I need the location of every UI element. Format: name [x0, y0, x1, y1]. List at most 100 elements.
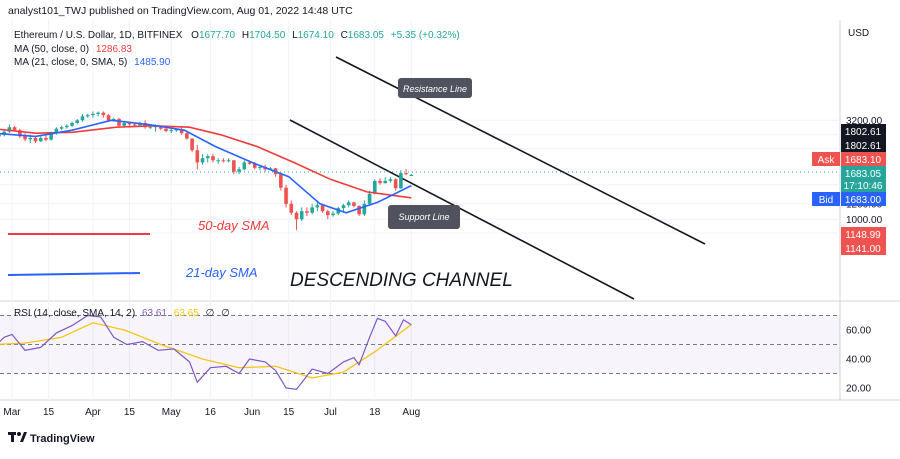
support-callout[interactable]: Support Line	[388, 205, 460, 229]
support-trendline[interactable]	[289, 119, 635, 300]
candle-body	[383, 180, 388, 184]
resistance-callout[interactable]: Resistance Line	[398, 78, 472, 98]
candle-body	[326, 211, 330, 216]
candle-body	[91, 113, 95, 116]
resistance-trendline[interactable]	[335, 56, 706, 245]
time-tick-label: Mar	[3, 407, 21, 418]
candle-body	[117, 118, 121, 126]
candle-body	[346, 202, 351, 206]
time-tick-label: 15	[43, 407, 55, 418]
candle-body	[7, 127, 12, 132]
ma21-legend-value: 1485.90	[134, 57, 171, 68]
bid-value-text: 1683.00	[845, 195, 882, 206]
candle-body	[70, 123, 74, 126]
candle-body	[331, 213, 335, 216]
ma50-legend[interactable]: MA (50, close, 0) 1286.83	[14, 44, 132, 55]
candle-body	[247, 162, 252, 164]
close-label: C	[341, 30, 348, 41]
candle-body	[388, 179, 393, 181]
ma21-legend-label: MA (21, close, 0, SMA, 5)	[14, 57, 127, 68]
tag-1802b: 1802.61	[841, 138, 886, 152]
bid-tag: Bid 1683.00	[812, 192, 886, 206]
candle-body	[404, 173, 408, 175]
last-price-box	[841, 166, 886, 192]
candle-body	[59, 127, 64, 129]
open-value: 1677.70	[199, 30, 236, 41]
time-tick-label: Aug	[402, 407, 420, 418]
open-label: O	[191, 30, 199, 41]
candle-body	[122, 123, 127, 126]
tag-1802b-text: 1802.61	[845, 141, 882, 152]
tradingview-logo[interactable]: TradingView	[8, 432, 95, 445]
tag-1802a-box	[841, 124, 886, 138]
logo-dot	[17, 432, 21, 436]
tag-1141: 1141.00	[841, 241, 886, 255]
candle-body	[132, 124, 137, 126]
ask-tag: Ask 1683.10	[812, 152, 886, 166]
candle-body	[85, 115, 90, 117]
countdown-text: 17:10:46	[844, 181, 883, 192]
price-tick-label: 3200.00	[846, 116, 883, 127]
resistance-callout-text: Resistance Line	[403, 84, 467, 94]
candle-body	[352, 202, 356, 206]
rsi-sma-line	[0, 322, 412, 379]
time-axis[interactable]: Mar 15 Apr 15 May 16 Jun 15 Jul 18 Aug	[3, 407, 420, 418]
candle-body	[127, 123, 132, 125]
channel-annotation: DESCENDING CHANNEL	[290, 270, 513, 291]
candle-body	[211, 156, 215, 161]
low-label: L	[292, 30, 298, 41]
time-tick-label: May	[162, 407, 181, 418]
bid-label-box	[812, 192, 840, 206]
tag-1148: 1148.99	[841, 227, 886, 241]
last-price-tag: 1683.05 17:10:46	[841, 166, 886, 192]
candle-body	[33, 137, 38, 142]
candle-body	[315, 205, 320, 208]
symbol-legend[interactable]: Ethereum / U.S. Dollar, 1D, BITFINEX O16…	[14, 30, 460, 41]
candle-body	[252, 163, 257, 168]
candle-body	[54, 128, 59, 134]
time-tick-label: 16	[205, 407, 217, 418]
rsi-legend-label: RSI (14, close, SMA, 14, 2)	[14, 308, 135, 319]
candle-body	[279, 174, 283, 188]
candle-body	[101, 112, 106, 116]
candle-body	[23, 136, 27, 140]
low-value: 1674.10	[298, 30, 335, 41]
sma21-annotation: 21-day SMA	[185, 265, 258, 280]
tag-1141-box	[841, 241, 886, 255]
logo-stem	[11, 432, 14, 442]
tag-1148-box	[841, 227, 886, 241]
rsi-tick-label: 20.00	[846, 384, 871, 395]
ma50-line	[0, 124, 412, 199]
time-tick-label: 18	[369, 407, 381, 418]
candle-body	[320, 205, 325, 212]
tag-1802a: 1802.61	[841, 124, 886, 138]
candle-body	[393, 179, 398, 189]
main-pane-background	[0, 20, 840, 300]
rsi-legend[interactable]: RSI (14, close, SMA, 14, 2) 63.61 63.65 …	[14, 308, 230, 319]
tradingview-brand: TradingView	[30, 433, 95, 445]
candle-body	[242, 162, 247, 170]
sma50-annotation: 50-day SMA	[198, 218, 270, 233]
candle-body	[216, 160, 220, 162]
candle-body	[232, 160, 236, 172]
ma21-line	[0, 119, 412, 214]
candle-body	[289, 203, 294, 213]
ma21-legend[interactable]: MA (21, close, 0, SMA, 5) 1485.90	[14, 57, 171, 68]
candle-body	[294, 212, 299, 220]
logo-slant	[20, 432, 27, 442]
support-callout-text: Support Line	[398, 212, 449, 222]
ma50-legend-value: 1286.83	[96, 44, 133, 55]
candle-body	[341, 205, 346, 209]
currency-label: USD	[848, 28, 869, 39]
candle-body	[38, 137, 43, 142]
close-value: 1683.05	[348, 30, 385, 41]
ask-label-text: Ask	[818, 155, 836, 166]
candle-body	[226, 160, 231, 162]
candle-body	[205, 156, 210, 159]
candle-body	[96, 112, 100, 114]
rsi-axis[interactable]: 20.00 40.00 60.00	[846, 326, 871, 395]
candle-body	[362, 203, 367, 215]
tag-1141-text: 1141.00	[845, 244, 881, 255]
candle-body	[378, 180, 382, 184]
